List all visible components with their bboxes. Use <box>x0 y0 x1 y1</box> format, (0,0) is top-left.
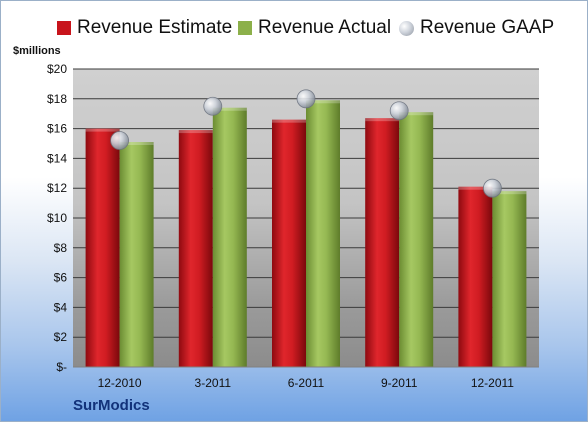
y-tick-label: $- <box>56 360 67 374</box>
y-tick-label: $6 <box>54 271 68 285</box>
y-tick-label: $2 <box>54 330 68 344</box>
gaap-marker <box>296 89 316 109</box>
legend-swatch-gaap <box>399 20 414 36</box>
x-tick-label: 3-2011 <box>195 376 232 390</box>
estimate-bar <box>365 118 400 367</box>
estimate-bar <box>85 128 120 367</box>
gaap-marker <box>203 96 223 116</box>
actual-bar <box>212 107 247 368</box>
legend-label-estimate: Revenue Estimate <box>77 17 233 38</box>
legend-label-actual: Revenue Actual <box>258 17 392 38</box>
gaap-marker <box>110 131 129 150</box>
estimate-bar-highlight <box>458 186 493 190</box>
legend-item-actual: Revenue Actual <box>238 15 391 41</box>
x-tick-label: 12-2010 <box>98 376 142 390</box>
gaap-markers <box>110 89 502 198</box>
estimate-bar-highlight <box>365 118 400 122</box>
legend-item-estimate: Revenue Estimate <box>57 15 232 41</box>
estimate-bar <box>178 130 213 367</box>
estimate-bar-highlight <box>178 130 213 134</box>
actual-bar-highlight <box>492 191 527 195</box>
actual-bar-highlight <box>119 142 154 146</box>
y-axis-ticks: $- $2 $4 $6 $8 $10 $12 $14 $16 $18 $20 <box>47 62 67 374</box>
x-tick-label: 12-2011 <box>471 376 514 390</box>
y-tick-label: $8 <box>54 241 68 255</box>
y-tick-label: $10 <box>47 211 67 225</box>
y-tick-label: $18 <box>47 92 67 106</box>
x-axis-ticks: 12-2010 3-2011 6-2011 9-2011 12-2011 <box>98 376 515 390</box>
actual-bar <box>492 191 527 367</box>
estimate-bar-highlight <box>272 119 306 123</box>
legend-swatch-actual <box>238 21 252 35</box>
legend-swatch-estimate <box>57 21 71 35</box>
legend-label-gaap: Revenue GAAP <box>420 17 555 38</box>
actual-bar <box>306 100 340 367</box>
estimate-bar <box>458 186 493 367</box>
actual-bar-highlight <box>212 107 247 111</box>
bars <box>85 100 527 368</box>
y-tick-label: $16 <box>47 122 67 136</box>
gaap-marker <box>389 101 409 121</box>
legend-item-gaap: Revenue GAAP <box>399 15 554 41</box>
legend: Revenue Estimate Revenue Actual Revenue … <box>1 15 587 41</box>
y-tick-label: $4 <box>54 300 68 314</box>
estimate-bar <box>272 119 306 367</box>
actual-bar-highlight <box>306 100 340 104</box>
gaap-marker <box>482 178 502 198</box>
actual-bar-highlight <box>399 112 434 116</box>
x-tick-label: 6-2011 <box>288 376 325 390</box>
x-tick-label: 9-2011 <box>381 376 418 390</box>
y-tick-label: $20 <box>47 62 67 76</box>
y-axis-unit-label: $millions <box>13 45 61 57</box>
company-name: SurModics <box>73 397 150 414</box>
y-tick-label: $14 <box>47 151 67 165</box>
actual-bar <box>399 112 434 368</box>
y-tick-label: $12 <box>47 181 67 195</box>
actual-bar <box>119 142 154 367</box>
estimate-bar-highlight <box>85 128 120 132</box>
